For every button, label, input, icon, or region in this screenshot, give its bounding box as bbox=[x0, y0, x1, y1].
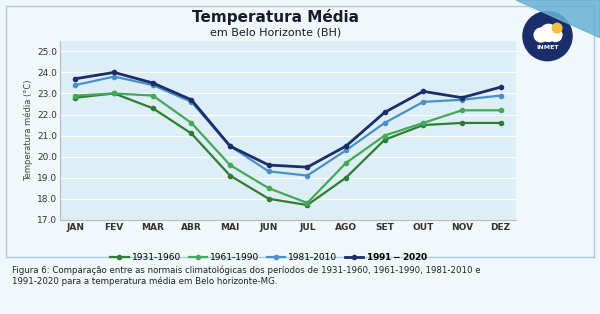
Legend: 1931-1960, 1961-1990, 1981-2010, $\mathbf{1991-2020}$: 1931-1960, 1961-1990, 1981-2010, $\mathb… bbox=[107, 247, 433, 265]
Text: em Belo Horizonte (BH): em Belo Horizonte (BH) bbox=[211, 28, 341, 38]
Polygon shape bbox=[516, 0, 600, 38]
Circle shape bbox=[553, 23, 562, 33]
Y-axis label: Temperatura média (°C): Temperatura média (°C) bbox=[23, 79, 33, 181]
Text: Temperatura Média: Temperatura Média bbox=[193, 9, 359, 25]
Text: INMET: INMET bbox=[536, 45, 559, 50]
Circle shape bbox=[549, 29, 562, 41]
Text: Figura 6: Comparação entre as normais climatológicas dos períodos de 1931-1960, : Figura 6: Comparação entre as normais cl… bbox=[12, 265, 481, 286]
Circle shape bbox=[540, 24, 557, 41]
Circle shape bbox=[534, 28, 548, 42]
Circle shape bbox=[523, 12, 572, 61]
